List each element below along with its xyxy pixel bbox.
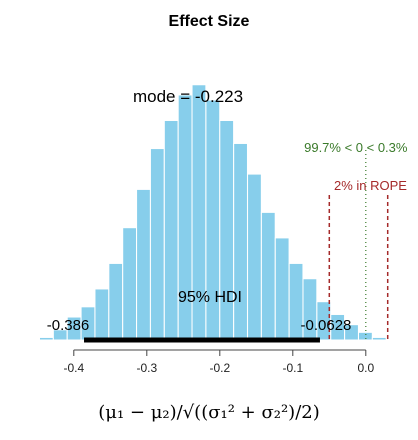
histogram-bar <box>122 227 138 341</box>
x-tick-label: -0.3 <box>136 361 157 375</box>
comparison-label: 99.7% < 0 < 0.3% <box>304 140 408 155</box>
hdi-label: 95% HDI <box>178 289 242 306</box>
histogram-bar <box>94 288 110 341</box>
x-tick-label: -0.2 <box>209 361 230 375</box>
hdi-low-label: -0.386 <box>47 317 90 334</box>
histogram-bar <box>233 142 248 341</box>
x-tick-label: -0.4 <box>63 361 84 375</box>
histogram-bar <box>136 188 151 341</box>
chart-title: Effect Size <box>169 13 250 30</box>
histogram-bar <box>108 262 124 341</box>
x-axis-ticks: -0.4 -0.3 -0.2 -0.1 0.0 <box>63 350 374 375</box>
x-tick-label: 0.0 <box>357 361 374 375</box>
x-tick-label: -0.1 <box>282 361 303 375</box>
histogram-bar <box>219 119 235 341</box>
histogram-bar <box>163 119 179 341</box>
histogram-bar <box>247 173 262 341</box>
x-axis-label: (μ₁ − μ₂)/√((σ₁² + σ₂²)/2) <box>98 402 320 423</box>
histogram-bar <box>371 336 387 341</box>
histogram-bars <box>38 84 387 341</box>
histogram-bar <box>260 211 276 341</box>
histogram-bar <box>149 148 165 341</box>
histogram-bar <box>38 336 54 341</box>
hdi-high-label: -0.0628 <box>301 317 352 334</box>
mode-label: mode = -0.223 <box>133 87 243 106</box>
histogram-bar <box>358 331 373 341</box>
rope-label: 2% in ROPE <box>334 178 407 193</box>
histogram-bar <box>274 237 290 341</box>
